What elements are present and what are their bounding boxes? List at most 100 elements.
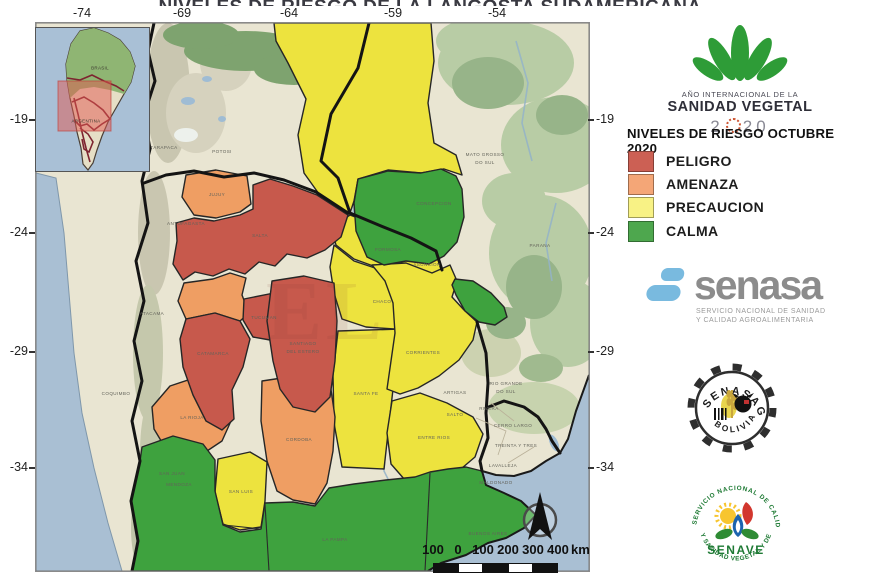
legend-label: AMENAZA [666,176,739,193]
axis-left-label: -24 [9,225,28,239]
axis-right-label: -29 [596,344,615,358]
legend-swatch-calma [628,220,654,242]
year-ring-icon [725,118,741,133]
axis-top-label: -64 [279,6,299,20]
region-jujuy [181,169,252,219]
senave-wordmark: SENAVE [707,543,764,557]
place-label: LA PAMPA [322,537,348,542]
map-canvas: TARAPACA POTOSI ANTOFAGASTA ATACAMA COQUIMBO… [36,23,589,571]
place-label: SALTO [447,412,464,417]
inset-locator-map: BRASIL ARGENTINA [35,27,150,172]
legend-swatch-peligro [628,151,654,172]
scale-number: 200 [497,542,519,557]
scale-segment [533,563,558,573]
place-label: MALDONADO [479,480,512,485]
region-entre-rios [386,392,484,485]
inset-country-label: BRASIL [91,65,109,71]
legend-swatch-precaucion [628,197,654,219]
senave-logo: SERVICIO NACIONAL DE CALIDAD Y SANIDAD V… [683,471,786,580]
axis-right-label: -19 [596,112,615,126]
senasa-wordmark: senasa [694,262,823,308]
axis-right-label: -24 [596,225,615,239]
place-label: POTOSI [212,149,232,154]
risk-legend: NIVELES DE RIESGO OCTUBRE 2020 PELIGRO AM… [627,126,862,242]
place-label: CHACO [373,299,392,304]
axis-right-tick [588,351,594,353]
axis-right-tick [588,232,594,234]
place-label: CATAMARCA [197,351,229,356]
region-salta [172,178,349,281]
place-label: RIO GRANDE [489,381,522,386]
clipped-title: NIVELES DE RIESGO DE LA LANGOSTA SUDAMER… [0,0,860,6]
province-dividers [223,472,431,571]
sanidad-line1: AÑO INTERNACIONAL DE LA [681,90,799,99]
scale-segment [508,563,533,573]
axis-top-label: -74 [72,6,92,20]
north-arrow-icon [518,492,562,549]
axis-left-tick [29,232,35,234]
senasa-sub1: SERVICIO NACIONAL DE SANIDAD [696,307,826,315]
senasa-sub2: Y CALIDAD AGROALIMENTARIA [696,317,814,325]
region-paraguay-oriental [353,168,465,266]
place-label: DEL ESTERO [287,349,320,354]
place-label: MATO GROSSO [466,152,505,157]
axis-left-tick [29,351,35,353]
clipped-title-text: NIVELES DE RIESGO DE LA LANGOSTA SUDAMER… [159,0,702,6]
scale-segment [458,563,483,573]
place-label: ASUNCION [413,262,440,267]
region-misiones [451,278,508,326]
inset-canvas [36,27,149,171]
watermark: EL [266,265,387,358]
place-label: CONCEPCION [416,201,451,206]
atlantic-ocean [428,375,589,571]
dept-lines [475,402,535,464]
place-label: FORMOSA [375,247,402,252]
scale-bar: 100 0 100 200 300 400 km [413,542,598,578]
place-label: TREINTA Y TRES [495,443,537,448]
senasa-icon [646,268,685,301]
leaf-icon [692,25,788,81]
legend-label: PRECAUCION [666,199,765,216]
map-place-labels: TARAPACA POTOSI ANTOFAGASTA ATACAMA COQUIMBO… [102,145,551,542]
inset-country-label: ARGENTINA [71,118,101,124]
place-label: COQUIMBO [102,391,131,396]
place-label: JUJUY [209,192,225,197]
scale-segment [433,563,458,573]
place-label: MENDOZA [166,482,192,487]
place-label: CORDOBA [286,437,313,442]
place-label: ARTIGAS [444,390,467,395]
region-catamarca [179,312,251,431]
senasa-logo: senasa SERVICIO NACIONAL DE SANIDAD Y CA… [646,262,861,326]
sanidad-year: 2 20 [710,117,770,136]
place-label: SAN LUIS [229,489,253,494]
legend-title: NIVELES DE RIESGO OCTUBRE 2020 [627,126,835,156]
sanidad-vegetal-logo: AÑO INTERNACIONAL DE LA SANIDAD VEGETAL … [640,25,840,137]
place-label: SAN JUAN [159,471,185,476]
axis-right-tick [588,119,594,121]
place-label: RIVERA [479,406,499,411]
senasag-logo: SENASAG BOLIVIA [684,360,780,461]
scale-number: 100 [472,542,494,557]
place-label: DO SUL [496,389,516,394]
axis-top-label: -69 [172,6,192,20]
place-label: LAVALLEJA [489,463,518,468]
axis-top-label: -54 [487,6,507,20]
axis-left-label: -34 [9,460,28,474]
main-map: TARAPACA POTOSI ANTOFAGASTA ATACAMA COQUIMBO… [35,22,590,572]
place-label: LA RIOJA [180,415,204,420]
axis-top-label: -59 [383,6,403,20]
country-borders [129,23,589,571]
place-label: ENTRE RIOS [418,435,450,440]
place-label: PARANA [530,243,551,248]
scale-number: 300 [522,542,544,557]
axis-left-label: -19 [9,112,28,126]
axis-right-tick [588,467,594,469]
scale-number: 0 [454,542,462,557]
inset-highlight-extent [57,80,112,132]
axis-left-tick [29,119,35,121]
legend-label: CALMA [666,222,719,239]
senasag-emblem [714,390,754,420]
place-label: DO SUL [475,160,495,165]
place-label: ATACAMA [140,311,165,316]
